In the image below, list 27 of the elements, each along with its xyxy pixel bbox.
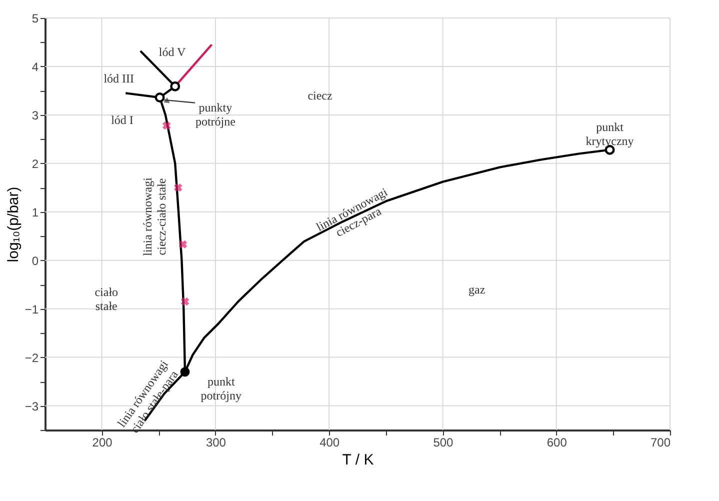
annotation: lód I [111, 112, 134, 127]
y-tick-label: 0 [32, 254, 39, 268]
annotation: punkt potrójny [200, 374, 242, 403]
annotation: lód V [158, 44, 186, 59]
y-axis-title: log₁₀(p/bar) [4, 186, 22, 262]
y-tick-label: 5 [32, 12, 39, 26]
y-tick-label: 1 [32, 205, 39, 220]
y-tick-label: 3 [32, 108, 39, 122]
annotation: ciało stałe [94, 284, 118, 313]
x-tick-label: 600 [546, 436, 568, 450]
annotation: gaz [468, 282, 486, 296]
x-tick-label: 200 [92, 436, 113, 450]
annotation: punkt krytyczny [586, 120, 634, 148]
y-tick-label: −2 [24, 350, 39, 365]
x-tick-label: 500 [433, 436, 454, 450]
x-tick-label: 400 [320, 436, 340, 450]
x-axis-title: T / K [342, 452, 374, 468]
x-tick-label: 700 [650, 436, 671, 450]
annotation: linia równowagi ciecz-ciało stałe [140, 176, 168, 256]
annotation: ciecz [308, 88, 332, 103]
x-tick-label: 300 [206, 436, 226, 450]
annotation: punkty potrójne [195, 100, 236, 129]
y-tick-label: −1 [24, 302, 39, 316]
annotation: lód III [104, 72, 134, 86]
y-tick-label: 4 [32, 60, 39, 74]
y-tick-label: 2 [32, 156, 39, 171]
y-tick-label: −3 [24, 399, 39, 414]
